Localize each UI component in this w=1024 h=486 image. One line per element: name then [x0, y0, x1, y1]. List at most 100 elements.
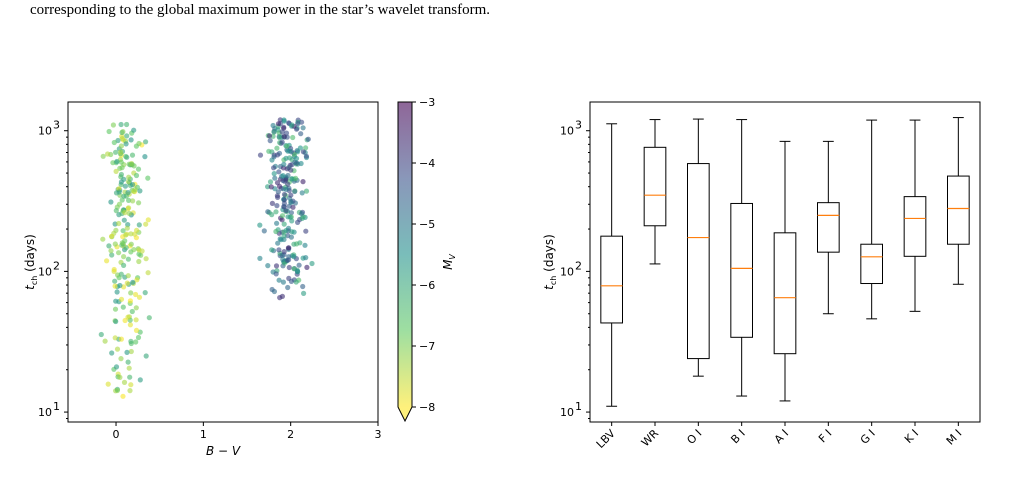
iqr-box	[947, 175, 970, 245]
scatter-point	[293, 279, 299, 285]
scatter-point	[130, 198, 136, 204]
scatter-point	[302, 242, 308, 248]
scatter-point	[300, 125, 306, 131]
scatter-point	[109, 233, 115, 239]
scatter-point	[284, 257, 290, 263]
colorbar-tick-label: −6	[419, 279, 435, 292]
scatter-point	[275, 194, 281, 200]
scatter-point	[128, 249, 134, 255]
scatter-point	[112, 278, 118, 284]
scatter-point	[269, 212, 275, 218]
scatter-point	[125, 359, 131, 365]
scatter-point	[118, 121, 124, 128]
scatter-point	[300, 283, 306, 290]
scatter-point	[277, 117, 283, 123]
scatter-point	[127, 298, 133, 304]
scatter-point	[133, 172, 140, 179]
scatter-point	[142, 290, 148, 296]
box-wr	[643, 119, 667, 265]
scatter-point	[294, 268, 301, 274]
scatter-point	[293, 155, 300, 162]
scatter-point	[285, 284, 291, 291]
scatter-point	[120, 304, 126, 310]
scatter-point	[133, 327, 140, 333]
scatter-point	[133, 305, 139, 311]
scatter-point	[271, 129, 277, 135]
scatter-point	[126, 174, 132, 180]
scatter-point	[288, 278, 294, 284]
scatter-point	[267, 179, 274, 185]
scatter-point	[121, 254, 127, 260]
scatter-point	[281, 233, 287, 239]
scatter-point	[283, 177, 289, 183]
box-y-tick-label: 10	[560, 265, 574, 278]
scatter-point	[303, 228, 309, 234]
scatter-point	[287, 162, 293, 168]
scatter-point	[292, 188, 298, 195]
scatter-point	[143, 139, 149, 145]
scatter-point	[127, 374, 133, 380]
scatter-point	[280, 279, 286, 285]
scatter-point	[130, 182, 136, 188]
scatter-point	[114, 346, 121, 352]
scatter-axes-frame	[67, 101, 379, 423]
scatter-x-tick-label: 1	[200, 428, 207, 441]
box-y-tick-exponent: 1	[575, 400, 582, 413]
scatter-point	[279, 129, 285, 135]
box-y-tick-label: 10	[560, 406, 574, 419]
scatter-point	[283, 227, 289, 234]
scatter-point	[128, 231, 134, 237]
scatter-point	[119, 165, 125, 171]
iqr-box	[643, 146, 667, 227]
scatter-point	[300, 149, 306, 155]
scatter-point	[275, 189, 281, 195]
box-o-i	[687, 118, 710, 377]
scatter-point	[123, 245, 129, 251]
scatter-point	[288, 200, 294, 206]
scatter-point	[129, 152, 136, 158]
scatter-point	[118, 149, 124, 155]
box-m-i	[947, 117, 970, 285]
colorbar-tick-label: −8	[419, 401, 435, 414]
scatter-point	[257, 152, 264, 158]
scatter-point	[273, 263, 280, 269]
scatter-point	[281, 191, 288, 198]
scatter-point	[111, 266, 117, 273]
scatter-point	[261, 228, 267, 234]
scatter-point	[128, 137, 134, 143]
scatter-point	[118, 171, 124, 178]
scatter-point	[281, 124, 287, 130]
scatter-point	[270, 122, 276, 129]
scatter-point	[299, 215, 305, 221]
scatter-point	[303, 153, 309, 159]
scatter-point	[283, 207, 289, 214]
box-x-ticks: LBV WR O I B I A I F I G I K I M I	[594, 422, 964, 451]
box-x-tick-label: F I	[816, 427, 834, 445]
scatter-point	[257, 255, 263, 261]
box-x-tick-label: WR	[639, 427, 662, 450]
scatter-point	[269, 247, 275, 253]
scatter-point	[276, 134, 283, 141]
iqr-box	[730, 202, 753, 338]
scatter-point	[125, 314, 131, 320]
scatter-point	[273, 209, 279, 215]
scatter-point	[274, 203, 280, 209]
scatter-point	[285, 214, 291, 220]
scatter-point	[129, 162, 135, 168]
scatter-point	[134, 277, 140, 283]
scatter-point	[109, 252, 115, 258]
scatter-point	[281, 249, 287, 255]
scatter-point	[265, 184, 271, 190]
scatter-point	[286, 264, 292, 271]
scatter-point	[143, 221, 149, 227]
scatter-point	[289, 122, 295, 128]
scatter-y-tick-label: 10	[38, 406, 52, 419]
scatter-point	[297, 240, 303, 246]
scatter-point	[289, 218, 295, 224]
scatter-point	[102, 338, 108, 344]
iqr-box	[773, 232, 797, 355]
scatter-point	[279, 217, 285, 223]
box-x-tick-label: O I	[684, 427, 704, 447]
scatter-point	[291, 254, 297, 260]
